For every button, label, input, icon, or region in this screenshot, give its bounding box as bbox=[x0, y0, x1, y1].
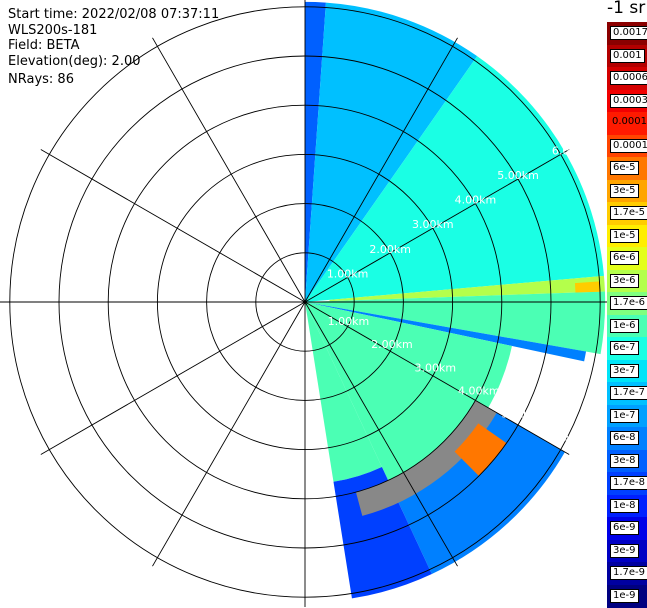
start-time-label: Start time: 2022/02/08 07:37:11 bbox=[8, 7, 220, 22]
colorbar-tick-label: 6e-6 bbox=[610, 251, 639, 266]
colorbar-tick-label: 0.0003 bbox=[610, 93, 647, 108]
colorbar-tick-label: 1.7e-6 bbox=[610, 296, 647, 311]
ppi-region bbox=[305, 291, 606, 355]
colorbar-tick-label: 1.7e-9 bbox=[610, 566, 647, 581]
range-label: 4.00km bbox=[458, 384, 500, 397]
colorbar-tick-label: 1.7e-5 bbox=[610, 206, 647, 221]
range-label: 6 bbox=[562, 431, 569, 444]
range-label: 3.00km bbox=[412, 218, 454, 231]
range-label: 6.0 bbox=[552, 144, 570, 157]
azimuth-spoke bbox=[40, 149, 306, 303]
ppi-region bbox=[305, 302, 587, 362]
azimuth-spoke bbox=[152, 37, 306, 303]
ppi-region bbox=[305, 302, 512, 494]
colorbar-tick-label: 3e-8 bbox=[610, 453, 639, 468]
range-label: 1.00km bbox=[328, 315, 370, 328]
colorbar-tick-label: 6e-8 bbox=[610, 431, 639, 446]
ppi-region bbox=[305, 56, 604, 302]
colorbar-tick-label: 6e-9 bbox=[610, 521, 639, 536]
ppi-feature bbox=[574, 281, 601, 293]
ppi-region bbox=[394, 407, 565, 575]
azimuth-spoke bbox=[304, 149, 570, 303]
colorbar-tick-label: 1e-6 bbox=[610, 318, 639, 333]
ppi-feature bbox=[355, 400, 497, 516]
colorbar-tick-label: 1e-7 bbox=[610, 408, 639, 423]
range-label: 5.00km bbox=[501, 407, 543, 420]
nrays-label: NRays: 86 bbox=[8, 72, 74, 87]
range-label: 2.00km bbox=[371, 338, 413, 351]
colorbar-tick-label: 1.7e-7 bbox=[610, 386, 647, 401]
colorbar-tick-label: 0.001 bbox=[610, 48, 645, 63]
colorbar-tick-label: 6e-7 bbox=[610, 341, 639, 356]
colorbar-tick-label: 3e-6 bbox=[610, 273, 639, 288]
colorbar-unit-label: -1 sr bbox=[607, 0, 646, 18]
range-label: 3.00km bbox=[415, 361, 457, 374]
colorbar-tick-label: 0.0001 bbox=[610, 138, 647, 153]
colorbar-tick-label: 1e-8 bbox=[610, 498, 639, 513]
ppi-region bbox=[329, 275, 605, 302]
colorbar-tick-label: 3e-9 bbox=[610, 543, 639, 558]
range-label: 1.00km bbox=[327, 267, 369, 280]
range-label: 4.00km bbox=[455, 194, 497, 207]
colorbar-tick-label: 3e-5 bbox=[610, 183, 639, 198]
range-label: 5.00km bbox=[497, 169, 539, 182]
colorbar-tick-label: 1.7e-8 bbox=[610, 476, 647, 491]
colorbar-tick-label: 0.0017 bbox=[610, 26, 647, 41]
ppi-data-layer bbox=[305, 1, 606, 599]
colorbar: 0.0017 0.001 0.0006 0.0003 0.00017 0.0001 6e-5… bbox=[607, 22, 647, 608]
colorbar-swatch bbox=[607, 112, 647, 135]
azimuth-spoke bbox=[40, 301, 306, 455]
azimuth-spoke bbox=[152, 301, 306, 567]
ppi-region bbox=[305, 302, 382, 482]
colorbar-tick-label: 0.00017 bbox=[612, 116, 647, 128]
ppi-feature bbox=[454, 423, 507, 476]
azimuth-spoke bbox=[304, 301, 570, 455]
azimuth-spoke bbox=[304, 37, 458, 303]
colorbar-tick-label: 1e-5 bbox=[610, 228, 639, 243]
field-label: Field: BETA bbox=[8, 38, 80, 53]
colorbar-tick-label: 3e-7 bbox=[610, 363, 639, 378]
colorbar-tick-label: 6e-5 bbox=[610, 161, 639, 176]
ppi-grid bbox=[0, 0, 611, 607]
range-label: 2.00km bbox=[369, 243, 411, 256]
ppi-region bbox=[305, 1, 326, 302]
range-labels: 1.00km2.00km3.00km4.00km5.00km6.01.00km2… bbox=[327, 144, 570, 443]
azimuth-spoke bbox=[304, 301, 458, 567]
elevation-label: Elevation(deg): 2.00 bbox=[8, 54, 141, 69]
colorbar-tick-label: 1e-9 bbox=[610, 588, 639, 603]
instrument-label: WLS200s-181 bbox=[8, 23, 98, 38]
colorbar-tick-label: 0.0006 bbox=[610, 71, 647, 86]
